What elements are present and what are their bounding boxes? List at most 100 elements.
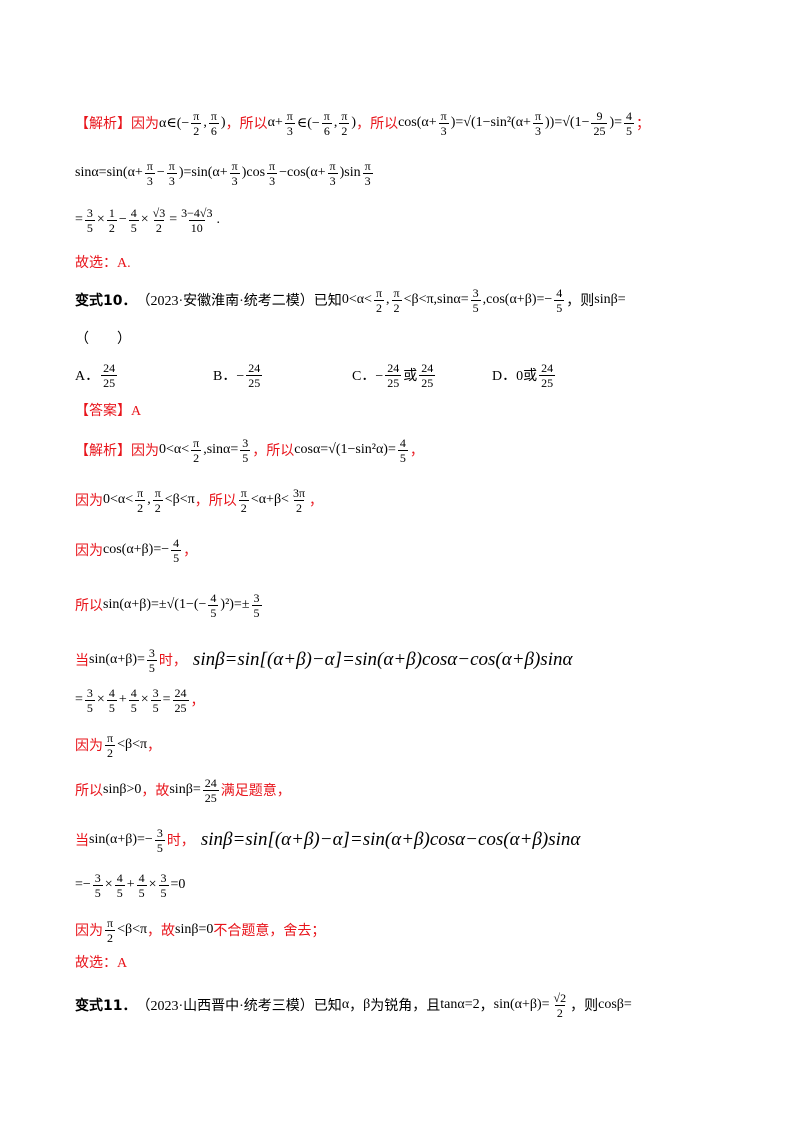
text-line: =− 3 5 × 4 5 +4 5 × 3 5 =0: [75, 863, 185, 907]
denominator: 25: [202, 789, 219, 805]
denominator: 5: [150, 699, 161, 715]
numerator: π: [193, 435, 200, 450]
text-run: ×: [96, 212, 105, 227]
text-run: )=sin(α+: [178, 165, 228, 180]
text-line: 变式11． （2023·山西晋中·统考三模）已知 α， β 为锐角，且 tanα=2， si…: [75, 983, 632, 1027]
text-run: ,cos(α+β)=−: [482, 292, 553, 307]
fraction: 24 25: [172, 686, 189, 715]
numerator: 3: [86, 685, 93, 700]
red-text: ，所以: [194, 494, 237, 509]
fraction: √3 2: [151, 206, 168, 235]
red-text: ，: [147, 739, 162, 754]
text-run: <α+β<: [250, 492, 289, 507]
numerator: 24: [248, 360, 261, 375]
red-text: ，: [309, 494, 324, 509]
denominator: 5: [128, 219, 139, 235]
denominator: 5: [251, 604, 262, 620]
text-run: ))=√(1−: [545, 115, 590, 130]
text-run: ,: [147, 492, 151, 507]
denominator: 25: [385, 374, 402, 390]
text-run: ，则: [566, 294, 595, 309]
denominator: 2: [106, 219, 117, 235]
numerator: π: [240, 485, 247, 500]
text-line: = 3 5 × 4 5 +4 5 × 3 5 = 24 25，: [75, 678, 205, 722]
denominator: 5: [92, 884, 103, 900]
denominator: 6: [321, 122, 332, 138]
denominator: 25: [419, 374, 436, 390]
option: D．0或 24 25: [492, 353, 557, 397]
text-run: （2023·安徽淮南·统考二模）已知: [136, 294, 342, 309]
text-run: （2023·山西晋中·统考三模）已知: [136, 999, 342, 1014]
denominator: 3: [438, 122, 449, 138]
red-text: 满足题意，: [220, 784, 291, 799]
numerator: 1: [108, 205, 115, 220]
text-run: 0<α<: [341, 292, 372, 307]
denominator: 25: [591, 122, 608, 138]
text-line: 【答案】A: [75, 388, 141, 432]
fraction: 9 25: [591, 109, 608, 138]
text-run: 为锐角，且: [370, 999, 441, 1014]
numerator: π: [286, 108, 293, 123]
text-run: ): [351, 115, 357, 130]
text-run: =: [75, 212, 83, 227]
fraction: 24 25: [419, 361, 436, 390]
denominator: 3: [284, 122, 295, 138]
denominator: 2: [105, 929, 116, 945]
denominator: 5: [554, 299, 565, 315]
text-run: sin(α+β)=±√(1−(−: [103, 597, 207, 612]
denominator: 5: [171, 549, 182, 565]
option: C．− 24 25 或 24 25: [352, 353, 437, 397]
red-text: ，所以: [356, 117, 399, 132]
denominator: 5: [106, 699, 117, 715]
text-run: ,: [333, 115, 338, 130]
text-run: sinα=sin(α+: [75, 165, 143, 180]
denominator: 3: [144, 172, 155, 188]
denominator: 3: [362, 172, 373, 188]
denominator: 25: [172, 699, 189, 715]
denominator: 25: [539, 374, 556, 390]
denominator: 5: [470, 299, 481, 315]
red-text: ，所以: [225, 117, 268, 132]
text-run: B．−: [213, 369, 245, 384]
denominator: 25: [246, 374, 263, 390]
numerator: π: [329, 158, 336, 173]
denominator: 3: [327, 172, 338, 188]
red-text: 当: [75, 834, 89, 849]
denominator: 2: [152, 499, 163, 515]
denominator: 5: [154, 839, 165, 855]
fraction: 24 25: [101, 360, 118, 390]
numerator: 3−4√3: [181, 205, 213, 220]
numerator: 3: [152, 685, 159, 700]
text-line: 所以 sin(α+β)=±√(1−(− 4 5)²)=± 3 5: [75, 583, 264, 627]
text-run: +: [126, 877, 135, 892]
text-line: 当 sin(α+β)= 3 5 时， sinβ=sin[(α+β)−α]=sin(α+β)…: [75, 638, 572, 682]
text-run: sinβ=: [594, 292, 626, 307]
text-line: 因为 cos(α+β)=− 4 5，: [75, 528, 197, 572]
text-run: <β<π: [117, 737, 148, 752]
denominator: 2: [105, 744, 116, 760]
denominator: 3: [267, 172, 278, 188]
numerator: √3: [152, 205, 166, 220]
text-line: 故选：A: [75, 940, 127, 984]
numerator: 24: [103, 360, 116, 375]
denominator: 6: [208, 122, 219, 138]
red-text: 【解析】因为: [75, 444, 159, 459]
